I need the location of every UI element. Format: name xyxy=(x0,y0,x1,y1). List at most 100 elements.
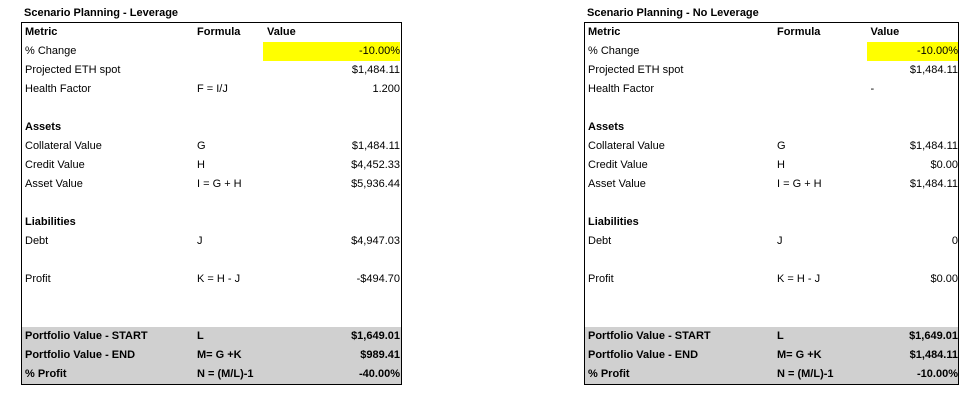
formula-cell[interactable] xyxy=(777,42,867,61)
formula-cell[interactable]: N = (M/L)-1 xyxy=(776,368,834,380)
formula-cell[interactable]: J xyxy=(197,235,203,247)
formula-cell[interactable] xyxy=(777,61,867,80)
formula-cell[interactable]: L xyxy=(197,330,204,342)
value-cell[interactable] xyxy=(263,308,400,327)
metric-cell[interactable]: % Change xyxy=(588,45,640,57)
formula-cell[interactable] xyxy=(777,194,867,213)
value-cell[interactable]: -10.00% xyxy=(917,368,958,380)
value-cell[interactable] xyxy=(867,118,959,137)
formula-cell[interactable]: L xyxy=(776,330,784,342)
metric-cell[interactable]: Health Factor xyxy=(25,83,92,95)
metric-cell[interactable] xyxy=(585,194,777,213)
metric-cell[interactable] xyxy=(22,308,197,327)
value-cell[interactable]: -$494.70 xyxy=(356,273,400,285)
formula-cell[interactable]: M= G +K xyxy=(776,349,822,361)
value-cell[interactable] xyxy=(263,251,400,270)
formula-cell[interactable] xyxy=(197,42,263,61)
formula-header[interactable]: Formula xyxy=(776,26,821,38)
metric-header[interactable]: Metric xyxy=(25,26,58,38)
metric-cell[interactable]: Asset Value xyxy=(25,178,83,190)
value-header[interactable]: Value xyxy=(870,26,900,38)
formula-cell[interactable] xyxy=(777,308,867,327)
formula-cell[interactable]: F = I/J xyxy=(197,83,228,95)
formula-cell[interactable] xyxy=(777,251,867,270)
value-cell[interactable]: $4,947.03 xyxy=(351,235,400,247)
formula-cell[interactable] xyxy=(197,118,263,137)
formula-cell[interactable] xyxy=(777,213,867,232)
value-cell[interactable] xyxy=(867,99,959,118)
metric-cell[interactable] xyxy=(585,289,777,308)
value-cell[interactable]: $0.00 xyxy=(930,273,958,285)
metric-cell[interactable]: % Profit xyxy=(25,368,67,380)
formula-cell[interactable] xyxy=(777,99,867,118)
metric-cell[interactable]: Portfolio Value - START xyxy=(588,330,711,342)
value-cell[interactable]: $1,484.11 xyxy=(909,140,958,152)
formula-cell[interactable] xyxy=(777,118,867,137)
value-header[interactable]: Value xyxy=(267,26,296,38)
value-cell[interactable]: 1.200 xyxy=(372,83,400,95)
metric-cell[interactable] xyxy=(22,289,197,308)
formula-cell[interactable] xyxy=(197,251,263,270)
metric-cell[interactable]: Portfolio Value - END xyxy=(588,349,699,361)
value-cell-input[interactable]: -10.00% xyxy=(866,42,958,61)
value-cell[interactable]: - xyxy=(870,83,875,95)
value-cell[interactable]: $1,484.11 xyxy=(909,64,958,76)
formula-cell[interactable]: K = H - J xyxy=(776,273,821,285)
metric-cell[interactable] xyxy=(22,194,197,213)
formula-cell[interactable]: H xyxy=(197,159,205,171)
metric-cell[interactable]: Projected ETH spot xyxy=(588,64,684,76)
formula-header[interactable]: Formula xyxy=(197,26,241,38)
value-cell[interactable] xyxy=(867,213,959,232)
formula-cell[interactable] xyxy=(777,80,867,99)
metric-cell[interactable]: Collateral Value xyxy=(25,140,102,152)
metric-cell[interactable]: Portfolio Value - START xyxy=(25,330,148,342)
value-cell[interactable]: $5,936.44 xyxy=(351,178,400,190)
section-label[interactable]: Liabilities xyxy=(25,216,76,228)
metric-cell[interactable] xyxy=(585,308,777,327)
metric-cell[interactable]: % Change xyxy=(25,45,77,57)
section-label[interactable]: Assets xyxy=(588,121,625,133)
formula-cell[interactable]: I = G + H xyxy=(197,178,242,190)
value-cell[interactable]: $1,484.11 xyxy=(909,178,958,190)
formula-cell[interactable] xyxy=(197,213,263,232)
value-cell[interactable]: $0.00 xyxy=(930,159,958,171)
metric-cell[interactable]: Profit xyxy=(25,273,51,285)
metric-cell[interactable]: Asset Value xyxy=(588,178,646,190)
metric-cell[interactable]: Debt xyxy=(25,235,49,247)
metric-header[interactable]: Metric xyxy=(588,26,621,38)
section-label[interactable]: Assets xyxy=(25,121,62,133)
metric-cell[interactable]: Health Factor xyxy=(588,83,655,95)
formula-cell[interactable]: J xyxy=(776,235,783,247)
formula-cell[interactable]: G xyxy=(197,140,206,152)
value-cell[interactable]: $1,484.11 xyxy=(351,140,400,152)
value-cell[interactable]: $1,484.11 xyxy=(351,64,400,76)
metric-cell[interactable]: Debt xyxy=(588,235,612,247)
formula-cell[interactable] xyxy=(197,289,263,308)
metric-cell[interactable] xyxy=(22,99,197,118)
metric-cell[interactable] xyxy=(22,251,197,270)
metric-cell[interactable] xyxy=(585,99,777,118)
value-cell[interactable] xyxy=(867,289,959,308)
value-cell[interactable] xyxy=(263,194,400,213)
formula-cell[interactable]: H xyxy=(776,159,785,171)
value-cell[interactable]: -40.00% xyxy=(359,368,400,380)
metric-cell[interactable]: Collateral Value xyxy=(588,140,665,152)
value-cell[interactable]: $4,452.33 xyxy=(351,159,400,171)
formula-cell[interactable] xyxy=(197,61,263,80)
formula-cell[interactable]: M= G +K xyxy=(197,349,242,361)
formula-cell[interactable]: I = G + H xyxy=(776,178,822,190)
value-cell[interactable] xyxy=(867,251,959,270)
value-cell[interactable] xyxy=(867,308,959,327)
metric-cell[interactable]: Credit Value xyxy=(25,159,85,171)
formula-cell[interactable] xyxy=(197,194,263,213)
value-cell[interactable]: $1,649.01 xyxy=(909,330,958,342)
value-cell[interactable] xyxy=(867,194,959,213)
formula-cell[interactable]: K = H - J xyxy=(197,273,241,285)
value-cell[interactable]: $989.41 xyxy=(360,349,400,361)
formula-cell[interactable] xyxy=(197,308,263,327)
value-cell[interactable]: $1,484.11 xyxy=(909,349,958,361)
formula-cell[interactable] xyxy=(777,289,867,308)
metric-cell[interactable]: Credit Value xyxy=(588,159,648,171)
metric-cell[interactable]: Profit xyxy=(588,273,614,285)
value-cell[interactable] xyxy=(263,213,400,232)
